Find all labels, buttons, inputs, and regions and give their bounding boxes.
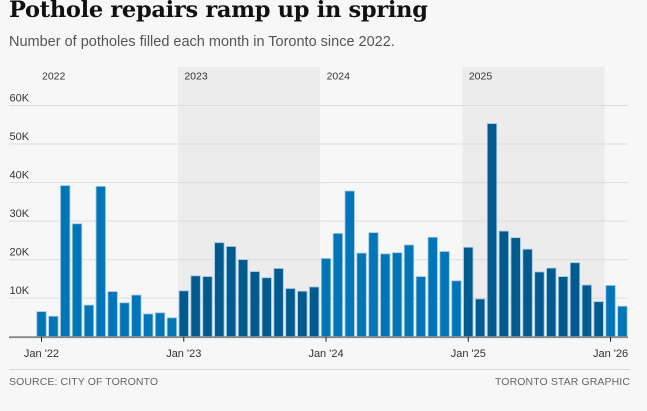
bar-2025-01 <box>463 246 474 338</box>
bar-2026-01 <box>605 285 616 338</box>
y-tick-label: 60K <box>10 93 30 105</box>
bar-2023-01 <box>178 290 189 338</box>
bar-2025-02 <box>475 298 486 338</box>
bar-2024-10 <box>427 236 438 338</box>
year-labels: 2022 2023 2024 2025 <box>42 71 492 83</box>
bar-2023-02 <box>190 275 201 338</box>
year-band-2025 <box>462 67 605 337</box>
source-note: SOURCE: CITY OF TORONTO <box>9 376 159 388</box>
y-axis-labels: 10K 20K 30K 40K 50K 60K <box>10 93 30 298</box>
x-tick-label: Jan '25 <box>451 348 486 360</box>
bar-2025-04 <box>498 230 509 338</box>
x-tick-label: Jan '26 <box>593 348 628 360</box>
bar-2022-04 <box>71 223 83 338</box>
bar-2025-10 <box>569 262 581 338</box>
bar-2024-12 <box>451 280 462 338</box>
bar-2025-07 <box>534 271 545 338</box>
bar-2026-02 <box>617 305 628 338</box>
bar-2025-05 <box>510 237 521 338</box>
bar-2023-12 <box>309 286 320 338</box>
y-tick-label: 10K <box>10 285 30 297</box>
bar-2023-08 <box>261 277 272 338</box>
bar-2022-06 <box>95 186 106 338</box>
bar-2025-09 <box>558 276 569 338</box>
x-axis: Jan '22 Jan '23 Jan '24 Jan '25 Jan '26 <box>9 336 628 360</box>
graphic-credit: TORONTO STAR GRAPHIC <box>494 376 630 388</box>
bar-2025-03 <box>486 123 498 338</box>
bar-2022-03 <box>60 185 71 338</box>
bar-2023-10 <box>285 288 296 338</box>
bar-2024-06 <box>380 253 391 338</box>
y-tick-label: 50K <box>10 131 30 143</box>
bar-2024-05 <box>368 232 379 338</box>
x-tick-label: Jan '22 <box>24 348 59 360</box>
bar-chart: 10K 20K 30K 40K 50K 60K 2022 2023 2024 2025 Jan … <box>9 67 628 360</box>
bar-2022-11 <box>154 312 166 338</box>
x-tick-label: Jan '24 <box>308 348 343 360</box>
chart-subtitle: Number of potholes filled each month in … <box>9 34 395 50</box>
bar-2025-12 <box>593 301 604 338</box>
chart-title: Pothole repairs ramp up in spring <box>9 0 428 23</box>
bar-2022-08 <box>119 302 130 338</box>
bar-2024-07 <box>392 252 403 338</box>
year-band-2023 <box>177 67 321 337</box>
bar-2023-07 <box>249 271 260 338</box>
bar-2024-03 <box>344 190 355 338</box>
footer-divider <box>9 369 630 370</box>
bar-2024-11 <box>439 251 450 338</box>
year-label-2025: 2025 <box>469 71 493 83</box>
x-tick-label: Jan '23 <box>166 348 201 360</box>
year-bands <box>177 67 605 337</box>
year-label-2023: 2023 <box>184 71 208 83</box>
bar-2024-01 <box>320 258 332 338</box>
bar-2025-08 <box>546 267 557 338</box>
bar-2022-05 <box>83 304 95 338</box>
bar-2023-11 <box>297 290 308 338</box>
bar-2022-07 <box>107 291 118 338</box>
year-label-2022: 2022 <box>42 71 66 83</box>
year-label-2024: 2024 <box>327 71 351 83</box>
y-tick-label: 30K <box>10 208 30 220</box>
bar-2022-09 <box>131 294 142 338</box>
bars <box>36 123 628 338</box>
bar-2024-08 <box>403 244 415 338</box>
bar-2023-05 <box>226 246 237 338</box>
bar-2025-11 <box>581 284 592 338</box>
bar-2022-12 <box>166 317 178 338</box>
bar-2023-06 <box>237 259 249 338</box>
bar-2023-03 <box>202 276 213 338</box>
bar-2023-09 <box>273 268 284 338</box>
bar-2022-01 <box>36 311 47 338</box>
y-tick-label: 40K <box>10 170 30 182</box>
bar-2024-02 <box>332 233 343 338</box>
y-tick-label: 20K <box>10 247 30 259</box>
bar-2025-06 <box>522 248 533 338</box>
bar-2023-04 <box>214 242 225 338</box>
bar-2022-10 <box>143 313 154 338</box>
bar-2022-02 <box>48 315 59 338</box>
bar-2024-04 <box>356 252 367 338</box>
bar-2024-09 <box>415 276 426 338</box>
